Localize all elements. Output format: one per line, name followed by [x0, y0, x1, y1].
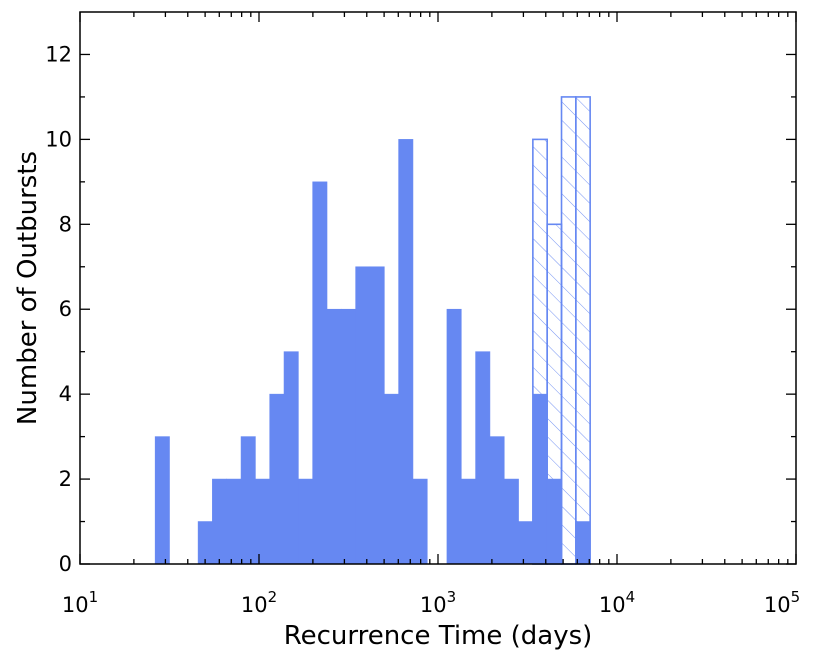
histogram-bar	[384, 393, 399, 565]
y-tick-label: 8	[59, 212, 72, 236]
x-tick-label: 103	[420, 588, 456, 617]
histogram-bar	[518, 521, 534, 565]
histogram-bar	[475, 351, 491, 565]
histogram-bar	[312, 181, 328, 565]
histogram-bar	[412, 478, 428, 565]
histogram-bar	[197, 521, 213, 565]
histogram-bar	[398, 139, 414, 565]
histogram-bar	[326, 308, 342, 565]
y-tick-label: 6	[59, 297, 72, 321]
histogram-bar	[575, 521, 591, 565]
hatched-bar	[575, 96, 591, 565]
histogram-bar	[489, 436, 505, 565]
x-tick-label: 104	[599, 588, 635, 617]
histogram-bar	[503, 478, 519, 565]
hatched-bar	[560, 96, 577, 565]
histogram-bar	[532, 393, 548, 565]
y-tick-label: 4	[59, 382, 72, 406]
histogram-bar	[298, 478, 314, 565]
histogram-bar	[460, 478, 476, 565]
histogram-bar	[240, 436, 256, 565]
axis-ticks	[79, 12, 797, 565]
y-tick-label: 2	[59, 467, 72, 491]
x-tick-label: 102	[241, 588, 277, 617]
histogram-bar	[446, 308, 462, 565]
histogram-bar	[255, 478, 271, 565]
histogram-bar	[341, 308, 356, 565]
histogram-bar	[369, 266, 385, 565]
y-tick-label: 12	[45, 42, 72, 66]
histogram-bar	[226, 478, 242, 565]
x-tick-label: 105	[764, 588, 800, 617]
x-tick-label: 101	[62, 588, 98, 617]
histogram-bar	[283, 351, 299, 565]
histogram-bar	[154, 436, 170, 565]
y-tick-labels: 0 2 4 6 8 10 12	[45, 42, 72, 576]
histogram-bar	[355, 266, 371, 565]
x-axis-title: Recurrence Time (days)	[284, 621, 593, 651]
plot-frame	[79, 11, 797, 565]
histogram-bar	[269, 393, 285, 565]
y-axis-title: Number of Outbursts	[13, 151, 43, 425]
histogram-bar	[212, 478, 228, 565]
x-tick-labels: 101 102 103 104 105	[62, 588, 800, 617]
y-tick-label: 0	[59, 552, 72, 576]
filled-bars	[154, 139, 591, 565]
y-tick-label: 10	[45, 127, 72, 151]
histogram-bar	[546, 478, 562, 565]
